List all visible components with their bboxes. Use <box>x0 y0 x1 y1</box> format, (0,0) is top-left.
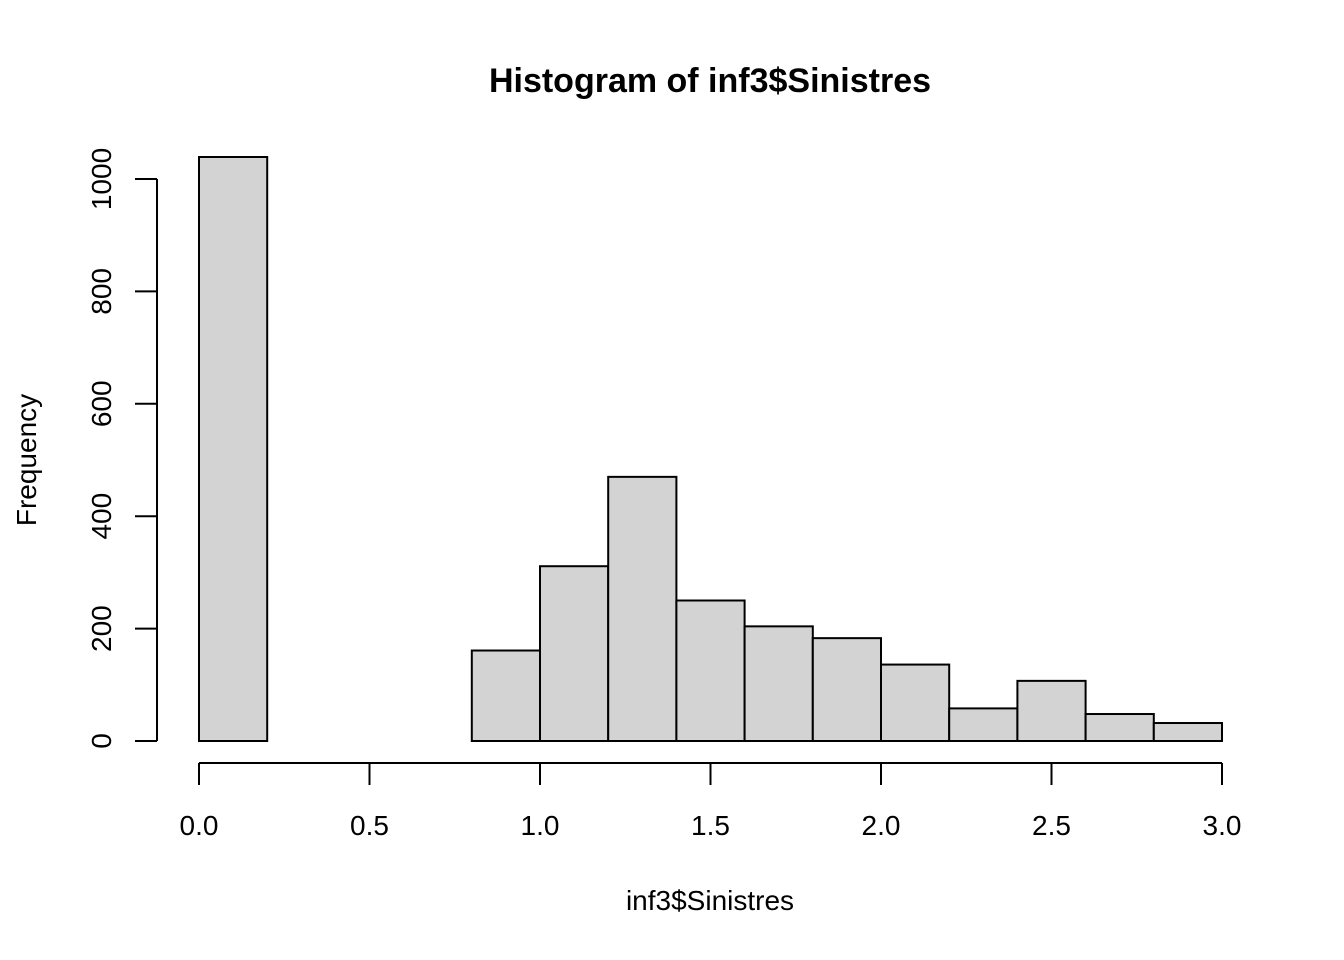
histogram-bar <box>1084 713 1155 742</box>
histogram-bar <box>675 599 746 742</box>
y-tick-label: 600 <box>86 380 117 427</box>
histogram-bar <box>198 156 269 742</box>
x-tick-label: 3.0 <box>1203 810 1242 841</box>
chart-title: Histogram of inf3$Sinistres <box>489 62 931 100</box>
histogram-bar <box>880 663 951 742</box>
x-axis-label: inf3$Sinistres <box>626 885 794 916</box>
histogram-bar <box>948 707 1019 742</box>
x-tick-label: 2.0 <box>862 810 901 841</box>
y-tick-label: 800 <box>86 268 117 315</box>
histogram-bar <box>470 649 541 743</box>
y-tick-label: 200 <box>86 605 117 652</box>
histogram-bar <box>1016 679 1087 743</box>
y-tick-label: 0 <box>86 733 117 749</box>
histogram-bar <box>607 475 678 742</box>
x-tick-label: 2.5 <box>1032 810 1071 841</box>
x-tick-label: 1.5 <box>691 810 730 841</box>
y-axis: 0 200 400 600 800 1000 <box>86 148 158 749</box>
histogram-bar <box>811 637 882 742</box>
histogram-bars <box>198 156 1224 743</box>
x-axis: 0.0 0.5 1.0 1.5 2.0 2.5 3.0 <box>180 762 1242 841</box>
y-tick-label: 1000 <box>86 148 117 210</box>
x-tick-label: 0.5 <box>350 810 389 841</box>
histogram-bar <box>539 565 610 743</box>
histogram-bar <box>743 625 814 742</box>
x-tick-label: 1.0 <box>521 810 560 841</box>
histogram-bar <box>1152 722 1224 742</box>
x-tick-label: 0.0 <box>180 810 219 841</box>
y-axis-label: Frequency <box>11 394 42 526</box>
y-tick-label: 400 <box>86 493 117 540</box>
